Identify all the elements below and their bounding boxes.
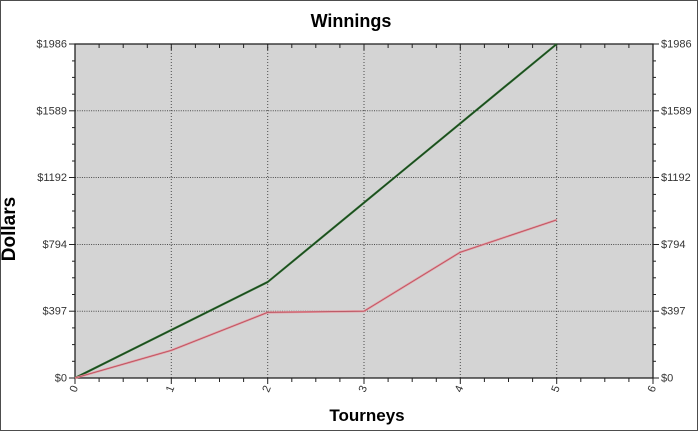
- svg-text:$0: $0: [661, 373, 673, 385]
- svg-text:$794: $794: [661, 239, 685, 251]
- svg-text:6: 6: [646, 384, 659, 394]
- svg-text:$1192: $1192: [37, 172, 67, 184]
- svg-text:1: 1: [164, 384, 177, 394]
- svg-text:$1589: $1589: [661, 105, 692, 117]
- svg-text:Dollars: Dollars: [1, 197, 20, 261]
- svg-text:0: 0: [68, 384, 81, 394]
- svg-text:$397: $397: [43, 306, 67, 318]
- svg-text:5: 5: [549, 384, 562, 394]
- svg-text:4: 4: [453, 384, 466, 394]
- svg-text:$794: $794: [43, 239, 67, 251]
- svg-text:Tourneys: Tourneys: [329, 406, 404, 425]
- svg-text:$1192: $1192: [661, 172, 691, 184]
- svg-text:$1986: $1986: [661, 39, 692, 51]
- svg-text:$1986: $1986: [36, 39, 67, 51]
- svg-text:2: 2: [260, 384, 273, 394]
- svg-text:$0: $0: [55, 373, 67, 385]
- svg-text:3: 3: [357, 384, 370, 394]
- svg-text:$397: $397: [661, 306, 685, 318]
- svg-text:$1589: $1589: [36, 105, 67, 117]
